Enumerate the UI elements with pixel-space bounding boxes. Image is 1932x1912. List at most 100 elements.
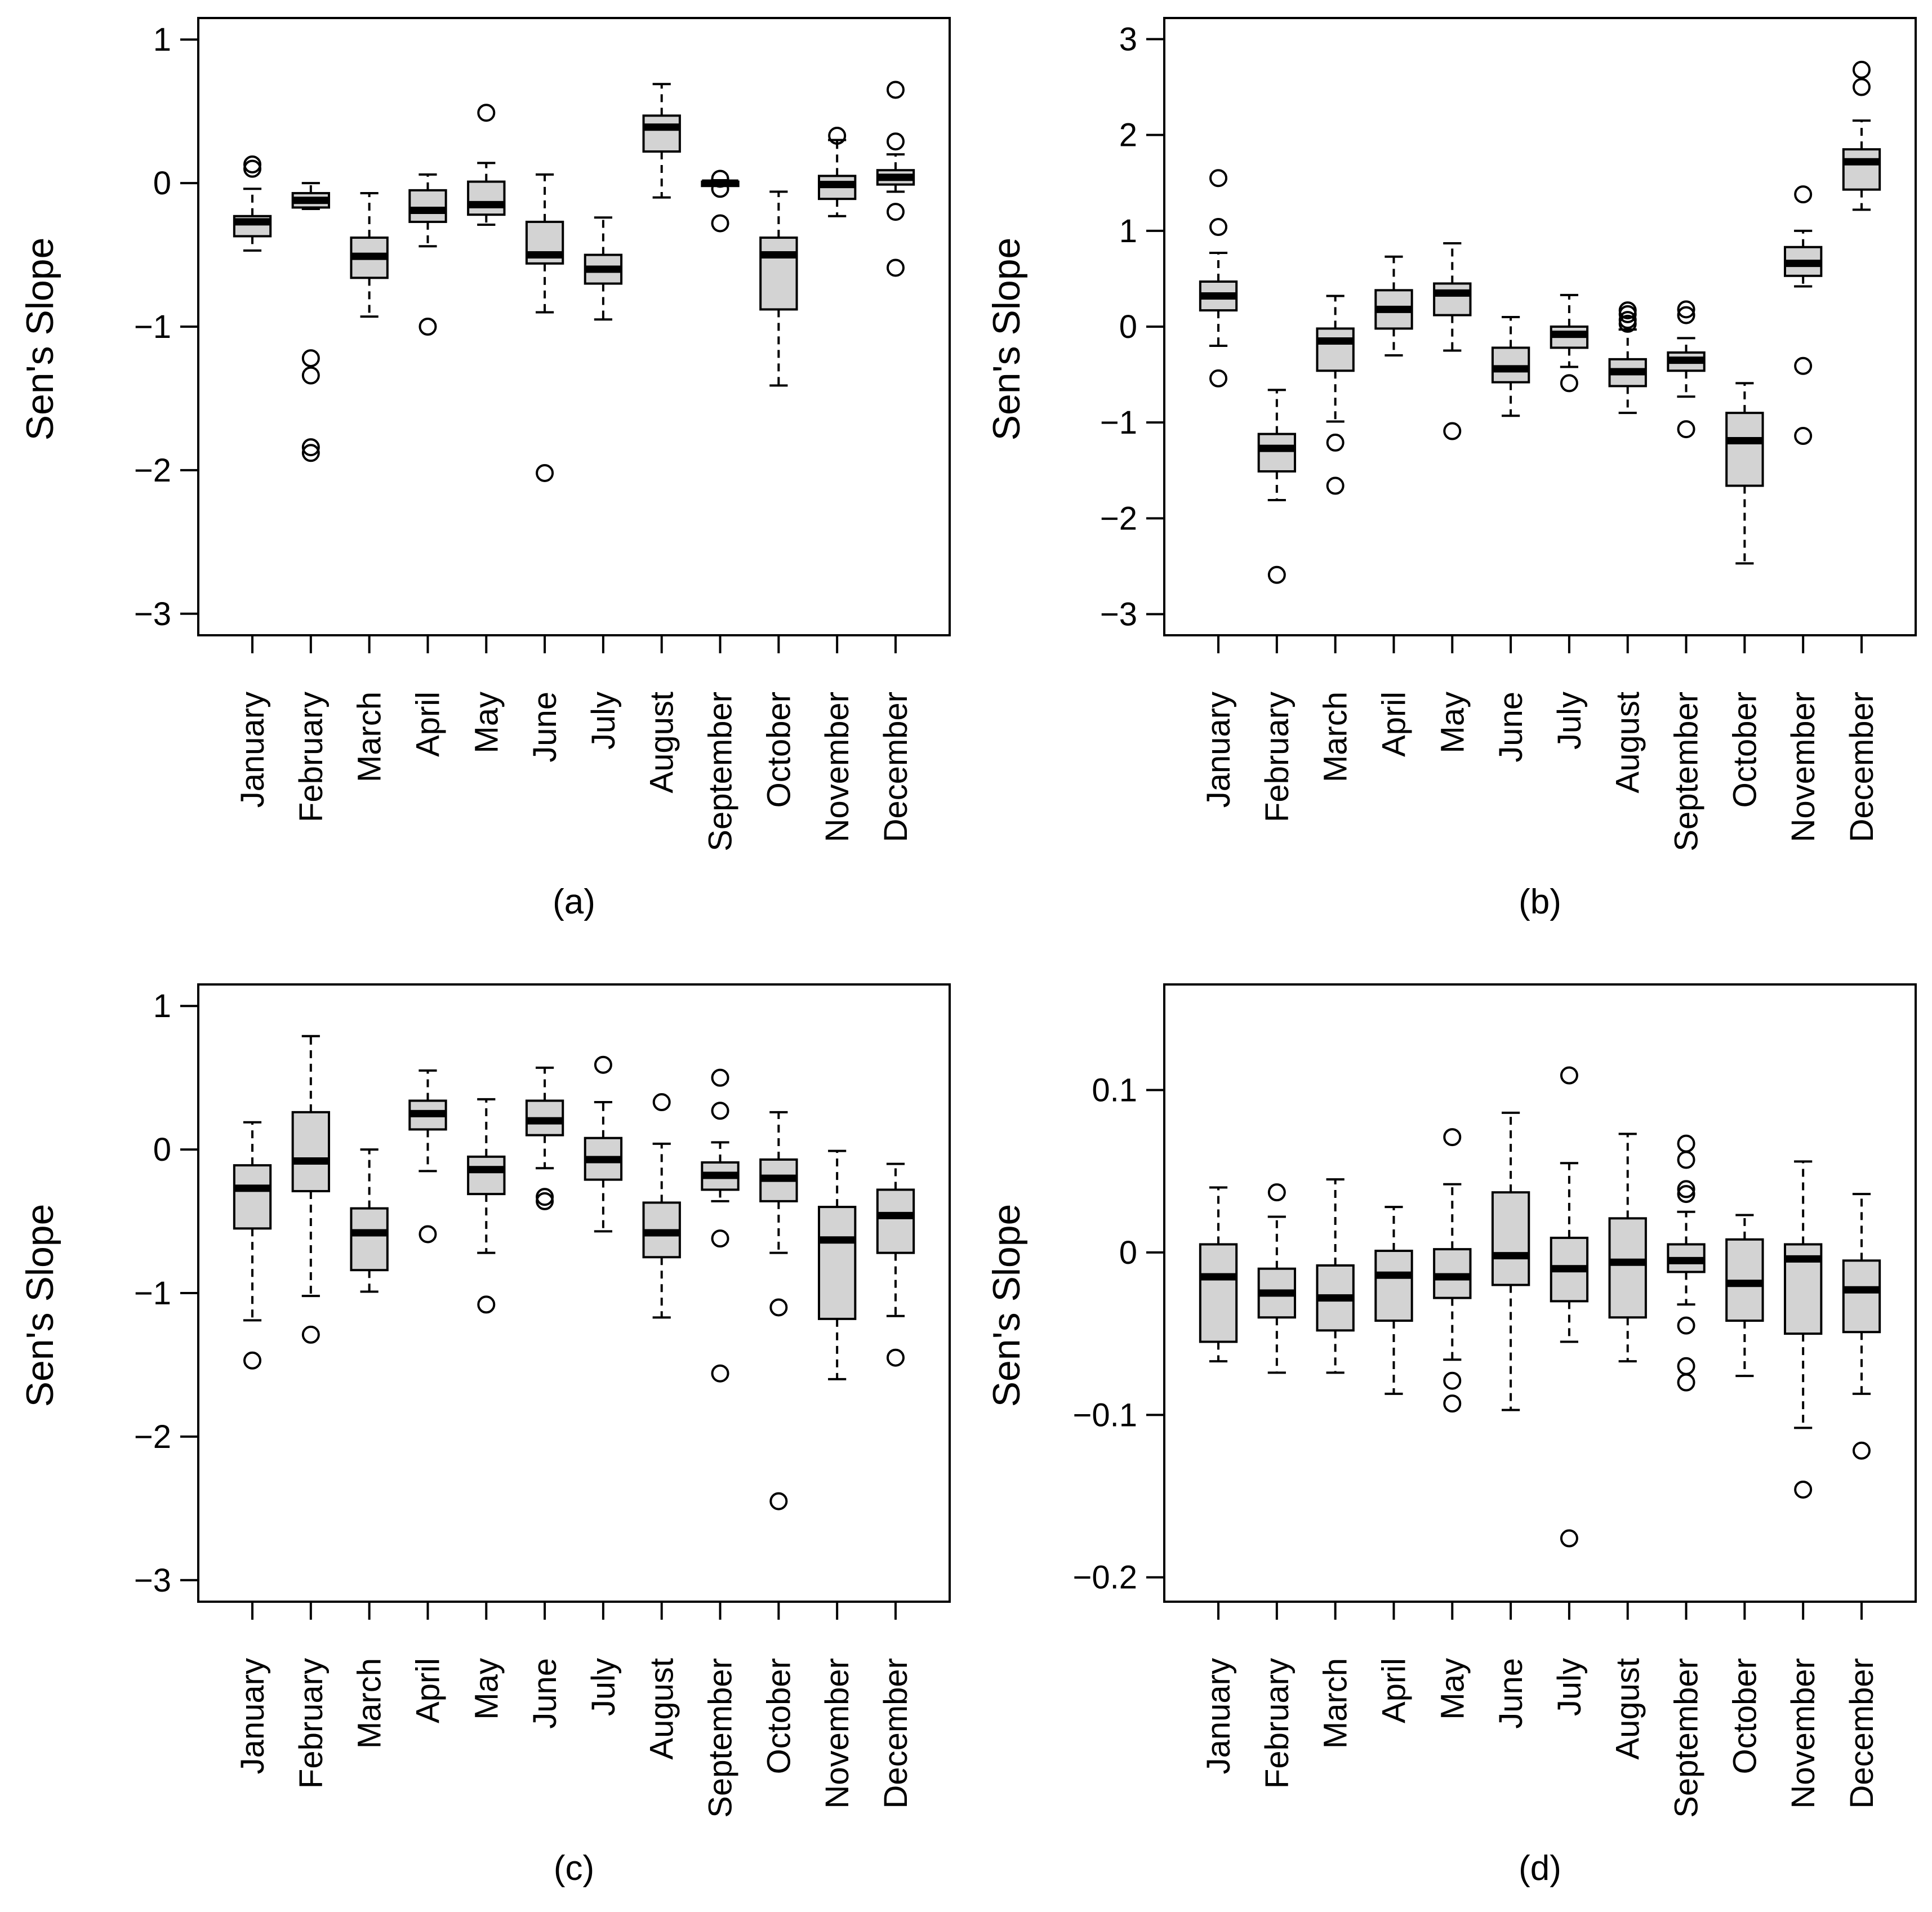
outlier-point	[301, 438, 320, 457]
box-iqr	[1199, 1243, 1238, 1343]
outlier-point	[1852, 1441, 1871, 1460]
outlier-point	[1326, 476, 1345, 495]
x-category-label: June	[527, 1658, 563, 1729]
outlier-point	[536, 463, 554, 482]
box-march	[1316, 295, 1355, 495]
x-category-label: April	[409, 692, 446, 757]
outlier-point	[886, 81, 905, 99]
outlier-point	[1560, 374, 1578, 393]
box-june	[1491, 315, 1530, 417]
outlier-point	[711, 1102, 729, 1120]
box-february	[1257, 1183, 1297, 1374]
outlier-point	[1443, 422, 1462, 440]
box-january	[233, 1121, 272, 1370]
outlier-point	[1209, 218, 1228, 237]
panel-d: 0.1 0 −0.1 −0.2 Sen's Slope January February Ma…	[985, 983, 1917, 1888]
x-category-label: March	[1317, 692, 1354, 782]
box-iqr	[1316, 327, 1355, 372]
outlier-point	[301, 366, 320, 385]
box-december	[1842, 60, 1881, 211]
outlier-point	[1443, 1394, 1462, 1413]
x-category-label: June	[527, 692, 563, 763]
box-iqr	[1608, 1217, 1647, 1319]
x-category-label: April	[409, 1658, 446, 1723]
box-iqr	[467, 180, 506, 216]
y-tick-label: −1	[134, 1275, 171, 1312]
box-december	[1842, 1193, 1881, 1460]
y-axis-label: Sen's Slope	[985, 238, 1028, 441]
panel-caption: (a)	[553, 883, 595, 921]
box-july	[1550, 1066, 1589, 1548]
outlier-point	[886, 132, 905, 151]
box-december	[876, 1162, 915, 1367]
plot-frame	[1163, 17, 1917, 636]
box-may	[1433, 242, 1472, 440]
y-tick-label: −3	[134, 1562, 171, 1599]
outlier-point	[1677, 1185, 1695, 1204]
y-tick-label: −3	[134, 596, 171, 632]
box-iqr	[408, 189, 447, 223]
outlier-point	[652, 1093, 671, 1112]
x-category-label: June	[1493, 692, 1529, 763]
box-august	[642, 1093, 681, 1319]
outlier-point	[1794, 427, 1813, 445]
x-category-label: March	[351, 692, 388, 782]
box-august	[642, 83, 681, 199]
outlier-point	[1677, 1316, 1695, 1335]
y-tick-label: −1	[134, 309, 171, 345]
outlier-point	[711, 1364, 729, 1383]
box-october	[759, 190, 798, 387]
x-category-label: December	[878, 1658, 914, 1809]
y-axis-label: Sen's Slope	[985, 1204, 1028, 1407]
x-category-label: November	[1785, 692, 1822, 843]
plot-frame	[1163, 983, 1917, 1603]
box-november	[1783, 1160, 1823, 1499]
outlier-point	[301, 444, 320, 462]
outlier-point	[477, 1295, 496, 1314]
x-category-label: August	[644, 1658, 680, 1760]
box-june	[525, 173, 564, 482]
plot-frame	[197, 17, 951, 636]
y-tick-label: 0	[153, 165, 171, 202]
outlier-point	[477, 104, 496, 122]
x-category-label: January	[234, 692, 271, 808]
y-axis-label: Sen's Slope	[19, 1204, 61, 1407]
outlier-point	[1794, 1480, 1813, 1499]
x-category-label: May	[1434, 1658, 1471, 1720]
box-february	[291, 182, 331, 462]
outlier-point	[886, 203, 905, 221]
box-november	[817, 127, 857, 217]
x-category-label: February	[293, 692, 330, 822]
y-tick-label: 1	[153, 988, 171, 1024]
box-september	[1667, 1134, 1706, 1392]
outlier-point	[419, 1225, 437, 1244]
box-iqr	[759, 236, 798, 311]
box-iqr	[876, 1188, 915, 1254]
box-september	[1667, 300, 1706, 439]
box-july	[1550, 293, 1589, 393]
y-tick-label: 0	[1119, 1234, 1137, 1271]
y-tick-label: 1	[153, 21, 171, 58]
y-tick-label: 0	[1119, 309, 1137, 345]
outlier-point	[1443, 1128, 1462, 1147]
box-march	[350, 191, 389, 318]
x-category-label: September	[702, 692, 739, 852]
outlier-point	[769, 1492, 788, 1510]
box-iqr	[1257, 433, 1297, 473]
x-category-label: November	[1785, 1658, 1822, 1809]
box-november	[817, 1149, 857, 1380]
outlier-point	[594, 1055, 612, 1074]
box-december	[876, 81, 915, 277]
outlier-point	[1267, 565, 1286, 584]
panel-a: 1 0 −1 −2 −3 Sen's Slope January February March A…	[19, 17, 951, 921]
outlier-point	[1794, 185, 1813, 204]
outlier-point	[1677, 300, 1695, 319]
box-iqr	[467, 1155, 506, 1196]
x-category-label: September	[1668, 692, 1705, 852]
x-category-label: December	[1844, 1658, 1880, 1809]
x-category-label: October	[760, 1658, 797, 1774]
x-category-label: July	[1551, 1658, 1588, 1716]
box-july	[584, 1055, 623, 1233]
box-september	[701, 170, 740, 233]
